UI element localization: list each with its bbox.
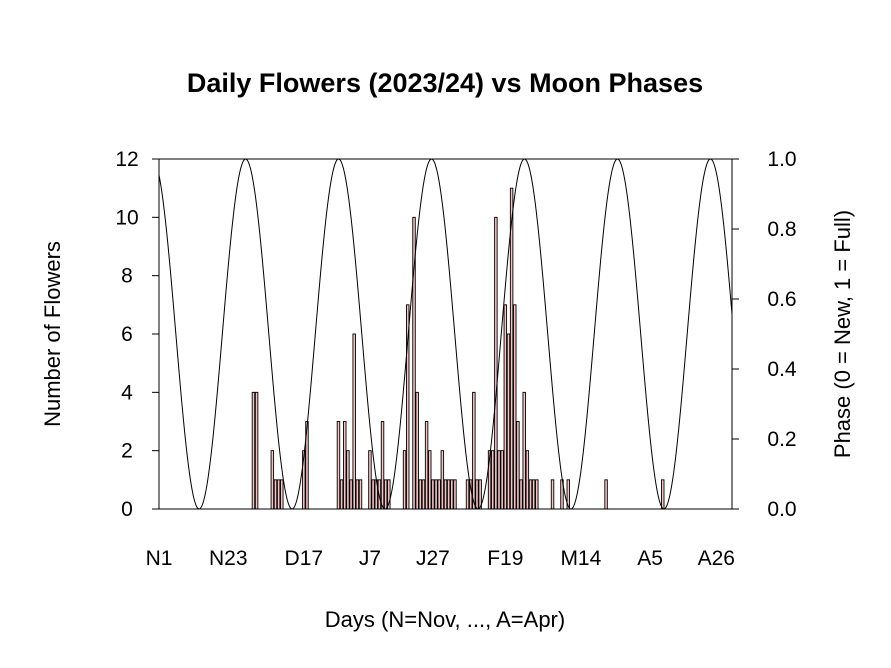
x-tick-label: J27 (416, 547, 450, 570)
flower-bar (380, 421, 385, 510)
y-tick-label: 8 (121, 265, 133, 288)
flower-bar (424, 421, 429, 510)
flower-bar (428, 450, 432, 510)
y-axis-left: 0 2 4 6 8 10 12 (115, 148, 160, 521)
y-tick-label: 4 (121, 381, 133, 404)
x-tick-label: J7 (359, 547, 381, 570)
flower-bar (453, 479, 457, 510)
x-tick-label: A26 (698, 547, 735, 570)
flower-bar (254, 391, 259, 510)
y-axis-right: 0.0 0.2 0.4 0.6 0.8 1.0 (731, 148, 797, 521)
x-tick-label: N1 (146, 547, 173, 570)
flower-bar (349, 479, 353, 510)
flower-bar (497, 450, 501, 510)
flower-bar (494, 216, 498, 510)
flower-bar (503, 304, 508, 510)
chart-title: Daily Flowers (2023/24) vs Moon Phases (187, 68, 703, 98)
flower-bar (509, 187, 514, 510)
flower-bar (472, 391, 476, 510)
flower-bar (352, 333, 356, 510)
x-axis-label: Days (N=Nov, ..., A=Apr) (325, 607, 565, 632)
flower-bar (346, 450, 350, 510)
flower-bar (270, 450, 275, 510)
y-tick-label: 10 (115, 206, 138, 229)
flower-bar (491, 450, 495, 510)
moon-phase-layer (158, 158, 733, 510)
flower-bar (550, 479, 555, 510)
y-tick-label: 6 (121, 323, 133, 346)
x-tick-label: D17 (285, 547, 324, 570)
y-tick-label: 0 (121, 498, 133, 521)
flower-bar (343, 421, 347, 510)
flower-bar (336, 421, 341, 510)
flower-bar (465, 479, 470, 510)
flower-bar (450, 479, 454, 510)
flower-bar (604, 479, 608, 510)
flower-bar (355, 479, 360, 510)
flower-bar (525, 450, 530, 510)
flower-bar (437, 479, 441, 510)
flower-bar (421, 479, 426, 510)
flower-bar (402, 450, 407, 510)
flower-bar (368, 450, 372, 510)
flower-bar (431, 479, 435, 510)
flower-bar (251, 391, 256, 510)
flower-bar (506, 333, 511, 510)
y2-tick-label: 1.0 (767, 148, 796, 171)
flower-bar (475, 479, 479, 510)
bars-layer (251, 187, 665, 510)
flower-bar (528, 479, 533, 510)
flower-bar (535, 479, 539, 510)
flower-bar (276, 479, 281, 510)
flower-bar (516, 421, 520, 510)
flower-bar (415, 391, 419, 510)
y2-axis-label: Phase (0 = New, 1 = Full) (830, 210, 855, 458)
moon-phase-line (158, 158, 733, 510)
flower-bar (531, 479, 536, 510)
y2-tick-label: 0.2 (767, 428, 796, 451)
flower-bar (434, 479, 438, 510)
flower-bar (339, 479, 344, 510)
x-tick-label: A5 (637, 547, 663, 570)
y-tick-label: 2 (121, 440, 133, 463)
x-tick-label: M14 (560, 547, 601, 570)
flower-bar (443, 479, 448, 510)
flower-bar (383, 479, 388, 510)
flower-bar (371, 479, 375, 510)
flower-bar (273, 479, 278, 510)
x-tick-label: N23 (209, 547, 248, 570)
flower-bar (440, 450, 445, 510)
flower-bar (519, 479, 523, 510)
y2-tick-label: 0.6 (767, 288, 796, 311)
x-axis: N1 N23 D17 J7 J27 F19 M14 A5 A26 (146, 547, 735, 570)
y2-tick-label: 0.0 (767, 498, 796, 521)
y2-tick-label: 0.8 (767, 218, 796, 241)
flower-bar (500, 450, 504, 510)
flower-bar (522, 391, 526, 510)
flower-bar (513, 304, 517, 510)
y-tick-label: 12 (115, 148, 138, 171)
x-tick-label: F19 (487, 547, 523, 570)
plot-frame (158, 158, 733, 510)
flower-bar (661, 479, 665, 510)
flower-bar (446, 479, 451, 510)
y-axis-label: Number of Flowers (40, 241, 65, 427)
y2-tick-label: 0.4 (767, 358, 797, 381)
flower-bar (418, 479, 423, 510)
flower-bar (280, 479, 284, 510)
flower-bar (358, 479, 363, 510)
